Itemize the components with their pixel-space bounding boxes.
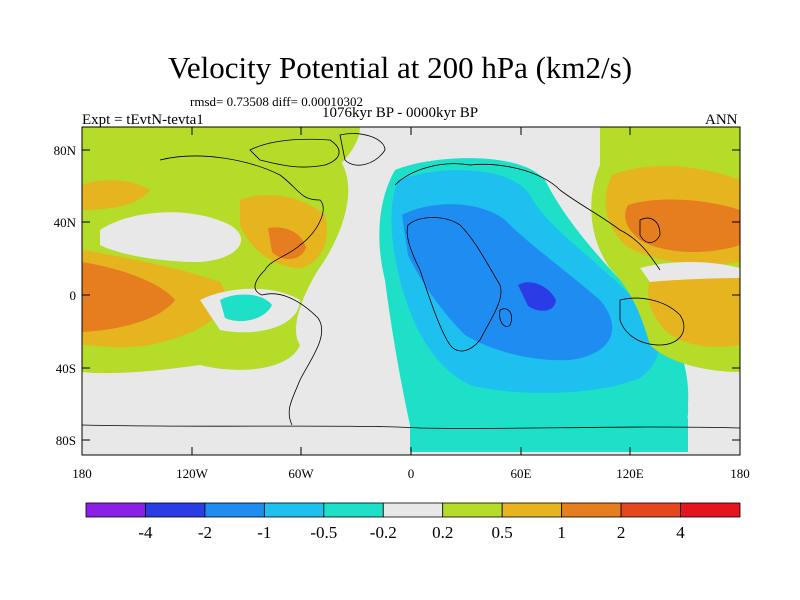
colorbar-label: 1 [557,523,566,542]
y-label-80n: 80N [54,143,77,158]
x-label-120w: 120W [176,466,209,481]
neg-light-region-south [410,418,688,452]
colorbar-swatch [501,502,563,518]
x-label-60e: 60E [511,466,532,481]
neg-strong-region [518,282,556,311]
colorbar-swatch [204,502,265,518]
x-label-120e: 120E [616,466,644,481]
y-label-40n: 40N [54,215,77,230]
colorbar-label: 0.2 [432,523,453,542]
coastlines [82,133,740,429]
neutral-patch-west [100,212,242,262]
colorbar-label: -4 [138,523,153,542]
chart-title: Velocity Potential at 200 hPa (km2/s) [167,50,633,85]
y-label-80s: 80S [56,433,76,448]
neutral-patch-east [640,262,740,282]
neg-mid-region [402,204,613,361]
colorbar-label: -0.2 [370,523,397,542]
pos-mid-region-equator-east [648,272,740,347]
colorbar-swatch [680,502,741,518]
colorbar-label: 0.5 [492,523,513,542]
colorbar-label: 4 [676,523,685,542]
colorbar-label: -1 [257,523,271,542]
y-axis-labels: 80N 40N 0 40S 80S [54,143,77,448]
colorbar-swatch [442,502,503,518]
pos-mid-region-northwest [82,180,150,210]
season-label: ANN [705,112,738,128]
y-label-40s: 40S [56,361,76,376]
colorbar-swatch [382,502,444,518]
map-field [82,127,740,455]
y-axis-ticks [82,149,740,441]
neg-light-patch-west [220,294,272,322]
x-axis-labels: 180 120W 60W 0 60E 120E 180 [72,466,750,481]
x-label-0: 0 [408,466,415,481]
colorbar-swatch [85,502,146,518]
x-label-180-east: 180 [730,466,750,481]
pos-strong-region-east [625,199,740,252]
colorbar-label: 2 [617,523,626,542]
x-label-60w: 60W [288,466,314,481]
colorbar-label: -0.5 [310,523,337,542]
colorbar-swatch [263,502,325,518]
colorbar-swatch [323,502,384,518]
experiment-label: Expt = tEvtN-tevta1 [82,112,204,128]
colorbar-swatch [561,502,622,518]
stats-label: rmsd= 0.73508 diff= 0.00010302 [190,94,363,109]
pos-light-region-northwest [82,127,360,190]
colorbar-swatch [145,502,206,518]
pos-strong-region-america [268,227,306,260]
x-axis-ticks [191,127,631,455]
x-label-180-west: 180 [72,466,92,481]
y-label-0: 0 [70,288,77,303]
colorbar-swatch [620,502,681,518]
pos-strong-region-west [82,262,175,332]
period-label: 1076kyr BP - 0000kyr BP [322,105,479,121]
colorbar-label: -2 [198,523,212,542]
